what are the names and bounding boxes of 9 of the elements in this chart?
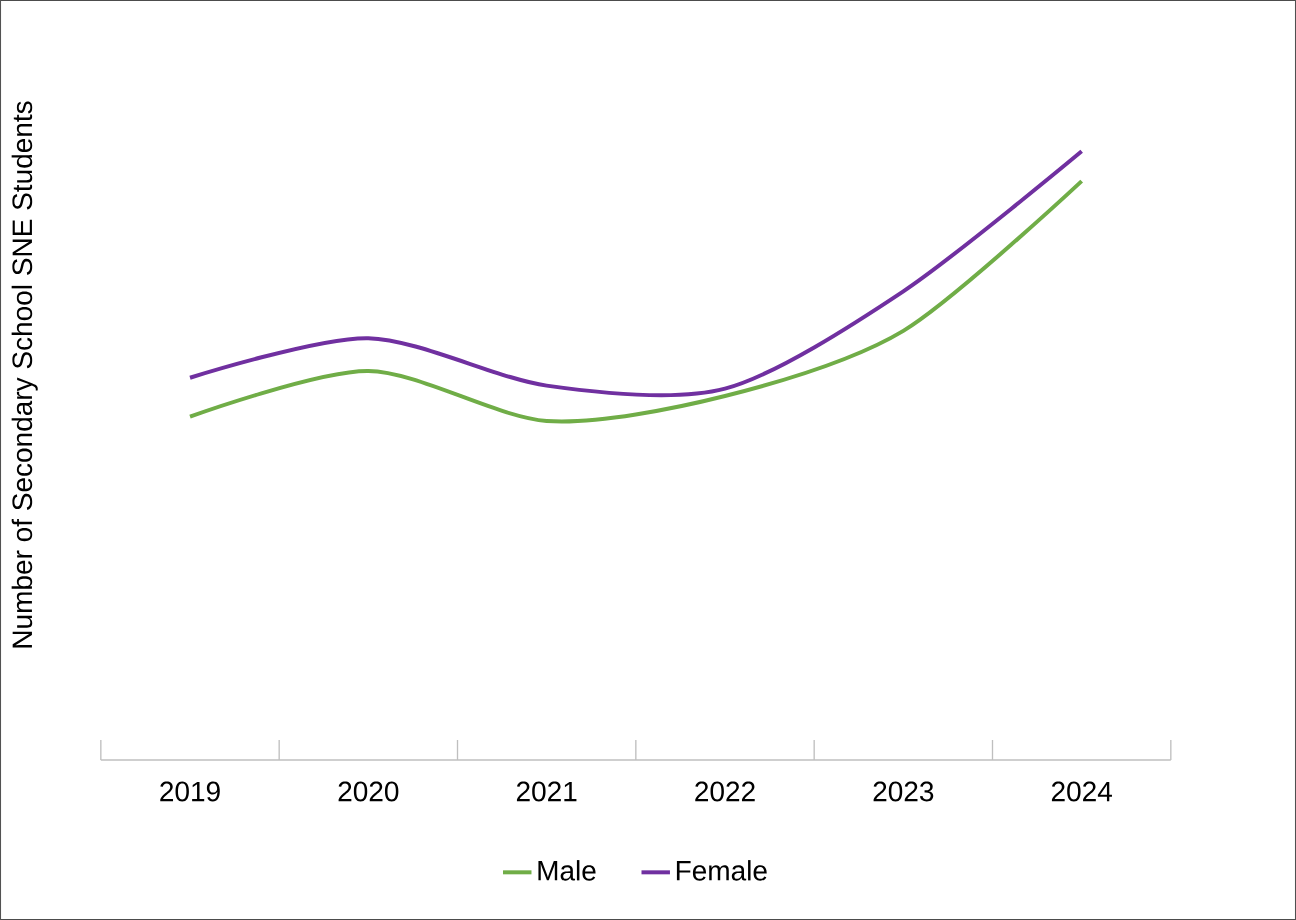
x-tick-label: 2024	[1051, 781, 1112, 802]
x-tick-label: 2021	[516, 781, 577, 802]
x-tick-label: 2022	[695, 781, 755, 802]
x-tick-label: 2019	[160, 781, 220, 802]
y-axis-title: Number of Secondary School SNE Students	[11, 101, 38, 648]
legend-label: Male	[538, 860, 596, 881]
x-tick-label: 2020	[338, 781, 399, 802]
legend-label: Female	[676, 860, 767, 881]
x-tick-label: 2023	[873, 781, 934, 802]
